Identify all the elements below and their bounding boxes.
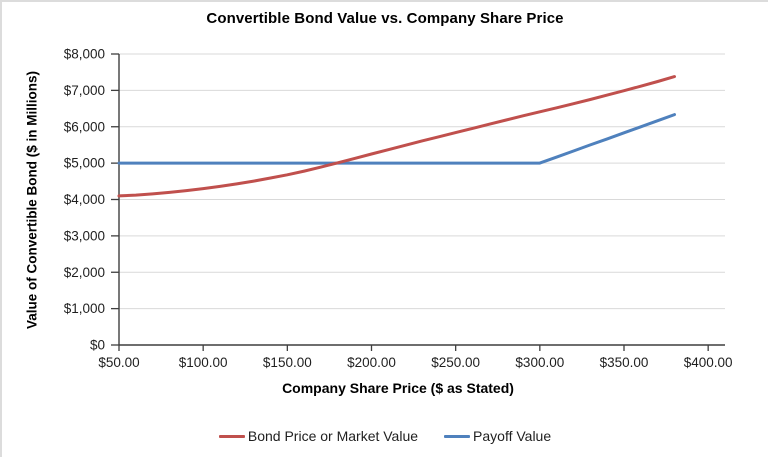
x-tick-label: $50.00 <box>98 355 139 370</box>
legend-item-payoff-value: Payoff Value <box>444 428 551 444</box>
legend-label-payoff-value: Payoff Value <box>473 428 552 444</box>
x-axis-title: Company Share Price ($ as Stated) <box>282 380 514 396</box>
legend-marker-payoff-value-line-icon <box>444 434 471 438</box>
y-tick-label: $5,000 <box>64 156 105 171</box>
x-tick-label: $250.00 <box>431 355 480 370</box>
y-tick-label: $0 <box>90 338 105 353</box>
legend: Bond Price or Market Value Payoff Value <box>2 428 768 444</box>
x-tick-label: $300.00 <box>515 355 564 370</box>
y-tick-label: $7,000 <box>64 83 105 98</box>
y-tick-label: $8,000 <box>64 47 105 62</box>
y-tick-label: $4,000 <box>64 192 105 207</box>
y-tick-label: $3,000 <box>64 228 105 243</box>
legend-item-bond-price: Bond Price or Market Value <box>218 428 419 444</box>
y-tick-label: $6,000 <box>64 119 105 134</box>
x-tick-label: $200.00 <box>347 355 396 370</box>
series-line-bond-price-or-market-value <box>117 75 676 198</box>
x-tick-label: $150.00 <box>263 355 312 370</box>
legend-label-bond-price: Bond Price or Market Value <box>247 428 419 444</box>
y-tick-label: $2,000 <box>64 265 105 280</box>
legend-marker-bond-price-line-icon <box>218 434 245 438</box>
x-tick-label: $100.00 <box>179 355 228 370</box>
chart-title: Convertible Bond Value vs. Company Share… <box>206 10 564 27</box>
y-axis-title: Value of Convertible Bond ($ in Millions… <box>24 70 40 330</box>
x-tick-label: $350.00 <box>600 355 649 370</box>
series-line-payoff-value <box>117 113 676 165</box>
y-tick-label: $1,000 <box>64 301 105 316</box>
x-tick-label: $400.00 <box>684 355 733 370</box>
